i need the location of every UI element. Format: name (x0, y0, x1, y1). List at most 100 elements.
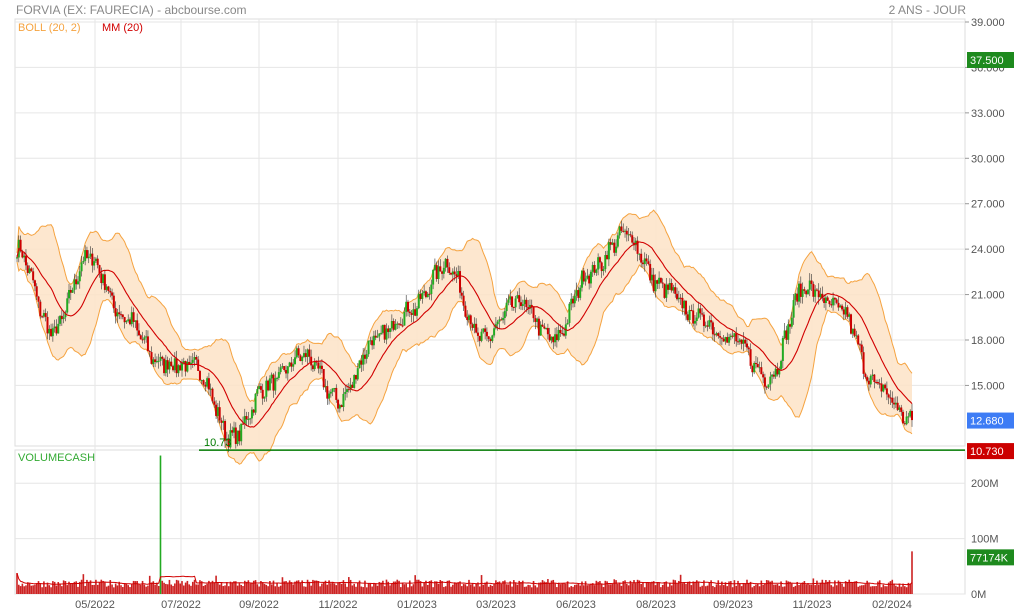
candle-body (389, 328, 392, 332)
candle-body (720, 337, 723, 339)
candle-body (882, 384, 885, 392)
candle-body (308, 349, 311, 357)
tick-05-2022-x-label: 05/2022 (75, 599, 115, 611)
candle-body (735, 333, 738, 342)
candle-body (333, 387, 336, 389)
volume-bar (626, 583, 628, 594)
candle-body (118, 312, 121, 315)
volume-bar (28, 583, 31, 594)
volume-bar (118, 581, 121, 594)
candle-body (561, 333, 564, 335)
candle-body (439, 266, 442, 272)
candle-body (485, 331, 488, 337)
candle-body (152, 359, 155, 364)
volume-bar (525, 586, 528, 594)
tick-39-000-y-label: 39.000 (971, 17, 1005, 29)
volume-bar (301, 580, 303, 594)
volume-bar (882, 584, 885, 594)
candle-body (837, 302, 840, 308)
candle-body (435, 265, 438, 280)
candle-body (380, 332, 383, 334)
candle-body (231, 430, 234, 433)
volume-bar (758, 586, 761, 594)
candle-body (780, 360, 783, 370)
volume-bar (782, 586, 784, 594)
candle-body (841, 305, 844, 310)
volume-bar (904, 586, 906, 594)
volume-bar (358, 580, 361, 594)
candle-body (335, 387, 338, 400)
candle-body (613, 242, 616, 253)
candle-body (209, 388, 212, 390)
candle-body (812, 283, 815, 297)
volume-bar (810, 584, 813, 594)
volume-bar (34, 584, 36, 594)
volume-bar (267, 586, 269, 594)
candle-body (867, 380, 870, 385)
candle-body (247, 418, 250, 420)
candle-body (344, 391, 347, 394)
candle-body (157, 360, 160, 362)
candle-body (346, 389, 349, 392)
tick-08-2023-x-label: 08/2023 (636, 599, 676, 611)
candle-body (649, 263, 652, 281)
candle-body (177, 365, 180, 374)
volume-bar (807, 583, 809, 594)
volume-bar (667, 586, 669, 594)
candle-body (91, 253, 94, 266)
volume-bar (466, 586, 468, 594)
candle-body (378, 333, 381, 337)
candle-body (798, 283, 801, 302)
candle-body (489, 339, 492, 342)
volume-bar (113, 587, 115, 594)
candle-body (55, 326, 58, 334)
candle-body (726, 337, 729, 343)
volume-bar (337, 582, 339, 594)
candle-body (693, 321, 696, 324)
candle-body (624, 230, 627, 232)
candle-body (421, 292, 424, 299)
volume-bar (656, 582, 659, 594)
volume-bar (880, 587, 883, 594)
candle-body (871, 374, 874, 376)
volume-bar (444, 586, 447, 594)
candle-body (530, 304, 533, 308)
volume-bar (208, 580, 210, 594)
volume-bar (552, 579, 555, 594)
volume-bar (224, 585, 226, 594)
volume-bar (843, 586, 845, 594)
tick-21-000-y-label: 21.000 (971, 290, 1005, 302)
volume-bar (252, 580, 255, 594)
volume-bar (615, 580, 617, 594)
candle-body (860, 344, 863, 353)
candle-body (218, 407, 221, 421)
candle-body (85, 250, 88, 259)
candle-body (143, 337, 146, 340)
volume-bar (344, 583, 347, 594)
volume-bar (529, 585, 531, 594)
candle-body (50, 328, 53, 337)
volume-bar (77, 586, 79, 594)
volume-bar (620, 585, 623, 594)
last-price-badge: 37.500 (970, 55, 1004, 67)
candle-body (349, 384, 352, 390)
candle-body (164, 360, 167, 374)
candle-body (367, 340, 370, 355)
candle-body (225, 438, 228, 441)
candle-body (265, 380, 268, 397)
volume-bar (453, 582, 456, 594)
volume-bar (747, 583, 750, 594)
candle-body (588, 275, 591, 284)
volume-bar (360, 586, 363, 594)
volume-bar (539, 582, 542, 594)
candle-body (482, 328, 485, 332)
candle-body (672, 287, 675, 291)
candle-body (907, 416, 910, 418)
legend-boll: BOLL (20, 2) (18, 22, 81, 34)
candle-body (21, 251, 24, 258)
volume-bar (814, 585, 816, 594)
candle-body (815, 289, 818, 291)
candle-body (744, 339, 747, 344)
volume-bar (676, 583, 678, 594)
candle-body (545, 327, 548, 329)
